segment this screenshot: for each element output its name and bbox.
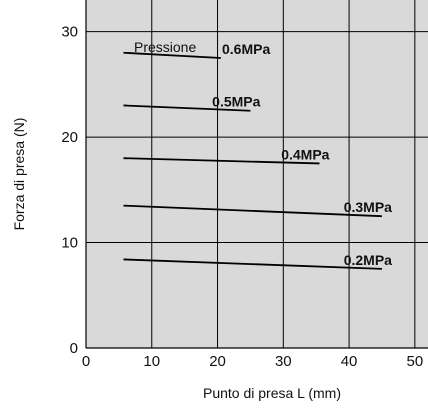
x-axis-title: Punto di presa L (mm) xyxy=(203,385,341,401)
series-line-0.2MPa xyxy=(123,258,382,270)
series-line-0.4MPa xyxy=(123,157,320,165)
series-line-0.6MPa xyxy=(123,51,221,59)
x-tick-label-0: 0 xyxy=(82,353,90,370)
x-tick-label-10: 10 xyxy=(143,353,160,370)
y-tick-label-30: 30 xyxy=(61,24,78,41)
y-axis-title: Forza di presa (N) xyxy=(11,118,27,231)
series-line-0.3MPa xyxy=(123,204,382,218)
series-label-0.2MPa: 0.2MPa xyxy=(344,252,392,268)
series-label-0.6MPa: 0.6MPa xyxy=(222,41,270,57)
series-labels: 0.6MPa 0.5MPa 0.4MPa 0.3MPa 0.2MPa xyxy=(212,41,392,268)
plot-area xyxy=(86,0,428,348)
y-tick-label-20: 20 xyxy=(61,129,78,146)
series-line-0.5MPa xyxy=(123,104,251,112)
x-tick-label-50: 50 xyxy=(407,353,424,370)
x-tick-label-20: 20 xyxy=(209,353,226,370)
y-tick-label-10: 10 xyxy=(61,235,78,252)
y-tick-label-0: 0 xyxy=(70,340,78,357)
x-tick-label-40: 40 xyxy=(341,353,358,370)
grid-lines xyxy=(85,0,428,349)
series-label-0.4MPa: 0.4MPa xyxy=(281,146,329,162)
tick-labels: 0 10 20 30 40 50 0 10 20 30 xyxy=(61,24,423,370)
series-lines xyxy=(123,51,382,270)
legend-title: Pressione xyxy=(134,39,196,55)
series-label-0.5MPa: 0.5MPa xyxy=(212,94,260,110)
series-label-0.3MPa: 0.3MPa xyxy=(344,199,392,215)
x-tick-label-30: 30 xyxy=(275,353,292,370)
